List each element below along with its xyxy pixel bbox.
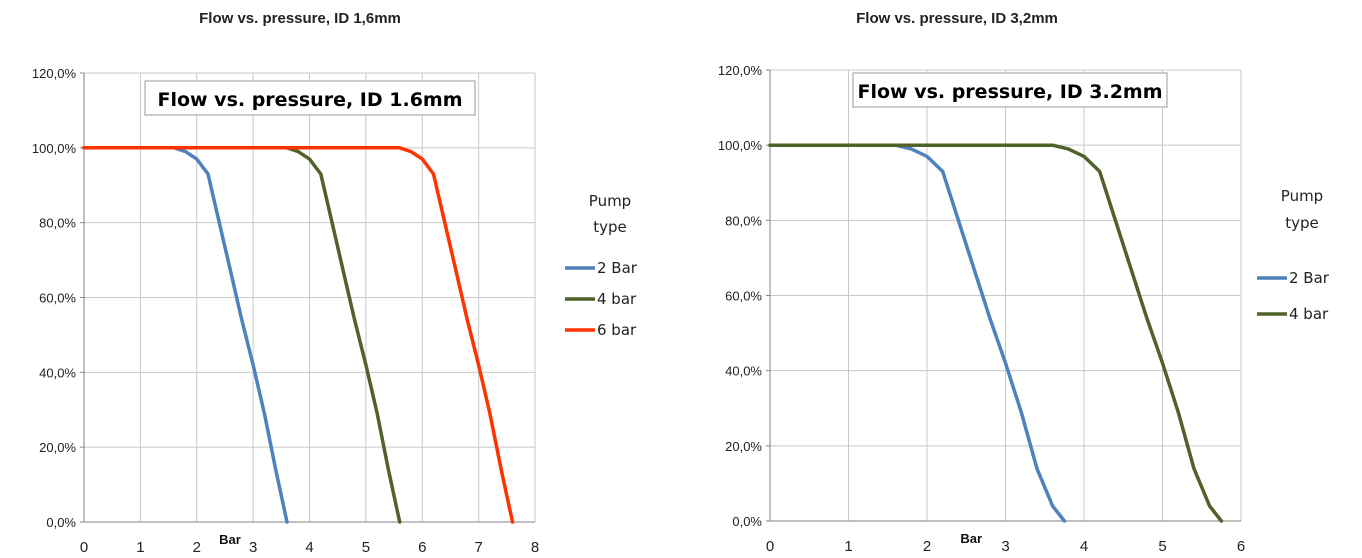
y-tick-label: 0,0% — [732, 514, 762, 529]
x-tick-label: 4 — [1080, 538, 1088, 555]
legend-title: Pump — [589, 192, 631, 210]
x-tick-label: 2 — [923, 538, 931, 555]
y-tick-label: 120,0% — [32, 66, 77, 81]
series-line-4-bar — [82, 146, 402, 524]
y-tick-label: 100,0% — [32, 141, 77, 156]
legend-title: type — [1285, 214, 1319, 232]
chart-title: Flow vs. pressure, ID 1,6mm — [199, 10, 401, 27]
y-tick-label: 120,0% — [718, 63, 763, 78]
x-axis-label: Bar — [960, 531, 982, 546]
x-tick-label: 3 — [249, 539, 257, 556]
y-tick-label: 80,0% — [39, 216, 76, 231]
legend-label: 6 bar — [597, 321, 637, 339]
y-tick-label: 80,0% — [725, 213, 762, 228]
inner-title-box — [852, 72, 1168, 108]
x-axis-label: Bar — [219, 532, 241, 547]
chart-left: Flow vs. pressure, ID 1,6mm 0,0% 20,0% 40,… — [32, 10, 638, 556]
legend-title: Pump — [1281, 187, 1323, 205]
y-tick-label: 0,0% — [46, 515, 76, 530]
x-tick-label: 6 — [1237, 538, 1245, 555]
series-line-2-bar — [768, 143, 1067, 523]
inner-title-box — [144, 80, 476, 116]
y-tick-label: 40,0% — [725, 364, 762, 379]
y-tick-label: 20,0% — [725, 439, 762, 454]
y-tick-label: 40,0% — [39, 365, 76, 380]
x-tick-label: 1 — [136, 539, 144, 556]
chart-right-svg: 0,0% 20,0% 40,0% 60,0% 80,0% 100,0% 120,0% 0 1 2 3… — [718, 63, 1330, 555]
chart-title: Flow vs. pressure, ID 3,2mm — [856, 10, 1058, 27]
y-tick-label: 100,0% — [718, 138, 763, 153]
x-tick-label: 5 — [362, 539, 370, 556]
y-tick-label: 60,0% — [39, 291, 76, 306]
inner-chart-title: Flow vs. pressure, ID 3.2mm — [857, 81, 1162, 103]
series-line-4-bar — [768, 143, 1224, 523]
x-tick-label: 5 — [1158, 538, 1166, 555]
y-tick-label: 60,0% — [725, 289, 762, 304]
series-line-2-bar — [82, 146, 289, 524]
x-tick-label: 4 — [305, 539, 313, 556]
chart-right: Flow vs. pressure, ID 3,2mm 0,0% 20,0% 40,… — [681, 0, 1362, 558]
legend-label: 2 Bar — [1289, 269, 1330, 287]
legend-title: type — [593, 218, 627, 236]
x-tick-label: 8 — [531, 539, 539, 556]
inner-chart-title: Flow vs. pressure, ID 1.6mm — [157, 89, 462, 111]
y-tick-label: 20,0% — [39, 440, 76, 455]
x-tick-label: 0 — [766, 538, 774, 555]
x-tick-label: 3 — [1001, 538, 1009, 555]
legend-label: 2 Bar — [597, 259, 638, 277]
x-tick-label: 7 — [474, 539, 482, 556]
legend-label: 4 bar — [597, 290, 637, 308]
x-tick-label: 0 — [80, 539, 88, 556]
series-line-6-bar — [82, 146, 515, 524]
x-tick-label: 1 — [844, 538, 852, 555]
x-tick-label: 6 — [418, 539, 426, 556]
chart-left-svg: 0,0% 20,0% 40,0% 60,0% 80,0% 100,0% 120,0% 0 1 2 3… — [32, 66, 638, 556]
legend-label: 4 bar — [1289, 305, 1329, 323]
x-tick-label: 2 — [193, 539, 201, 556]
